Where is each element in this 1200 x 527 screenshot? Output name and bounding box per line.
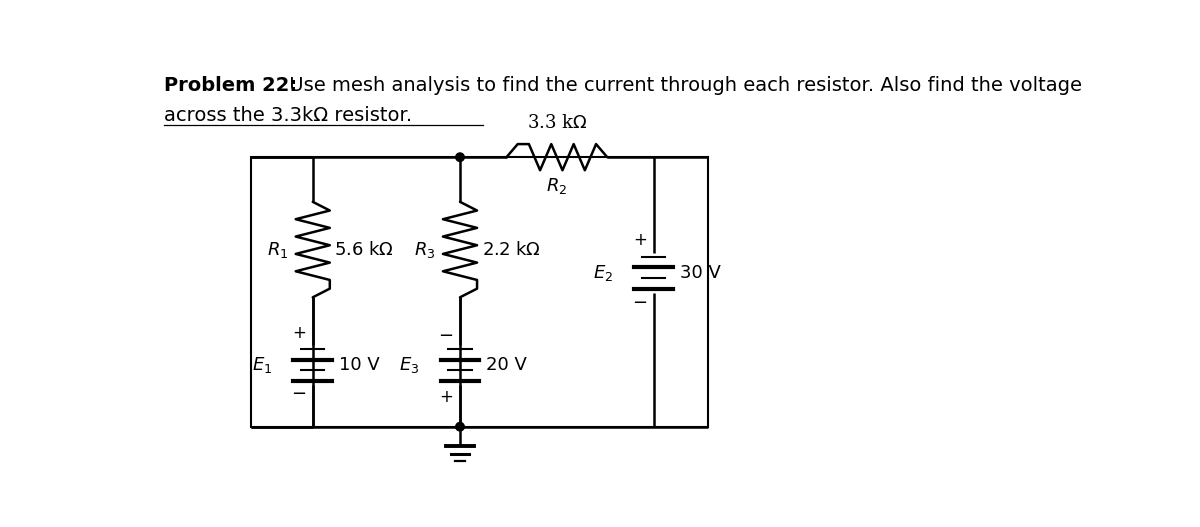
Text: Problem 22:: Problem 22: (164, 76, 298, 95)
Text: −: − (292, 385, 306, 403)
Text: 3.3 k$\Omega$: 3.3 k$\Omega$ (527, 114, 587, 132)
Text: 20 V: 20 V (486, 356, 527, 374)
Circle shape (456, 153, 464, 161)
Text: 30 V: 30 V (680, 264, 721, 281)
Text: $R_1$: $R_1$ (266, 240, 288, 260)
Text: −: − (438, 327, 454, 345)
Text: $R_3$: $R_3$ (414, 240, 436, 260)
Text: +: + (632, 231, 647, 249)
Text: across the 3.3kΩ resistor.: across the 3.3kΩ resistor. (164, 105, 412, 124)
Text: 2.2 k$\Omega$: 2.2 k$\Omega$ (481, 241, 540, 259)
Text: −: − (632, 295, 647, 313)
Text: $E_1$: $E_1$ (252, 355, 272, 375)
Text: $E_3$: $E_3$ (400, 355, 420, 375)
Text: Use mesh analysis to find the current through each resistor. Also find the volta: Use mesh analysis to find the current th… (283, 76, 1082, 95)
Text: 10 V: 10 V (340, 356, 380, 374)
Text: +: + (439, 388, 452, 406)
Text: 5.6 k$\Omega$: 5.6 k$\Omega$ (335, 241, 395, 259)
Text: $R_2$: $R_2$ (546, 177, 568, 197)
Text: $E_2$: $E_2$ (593, 262, 613, 282)
Text: +: + (292, 324, 306, 341)
Circle shape (456, 423, 464, 431)
